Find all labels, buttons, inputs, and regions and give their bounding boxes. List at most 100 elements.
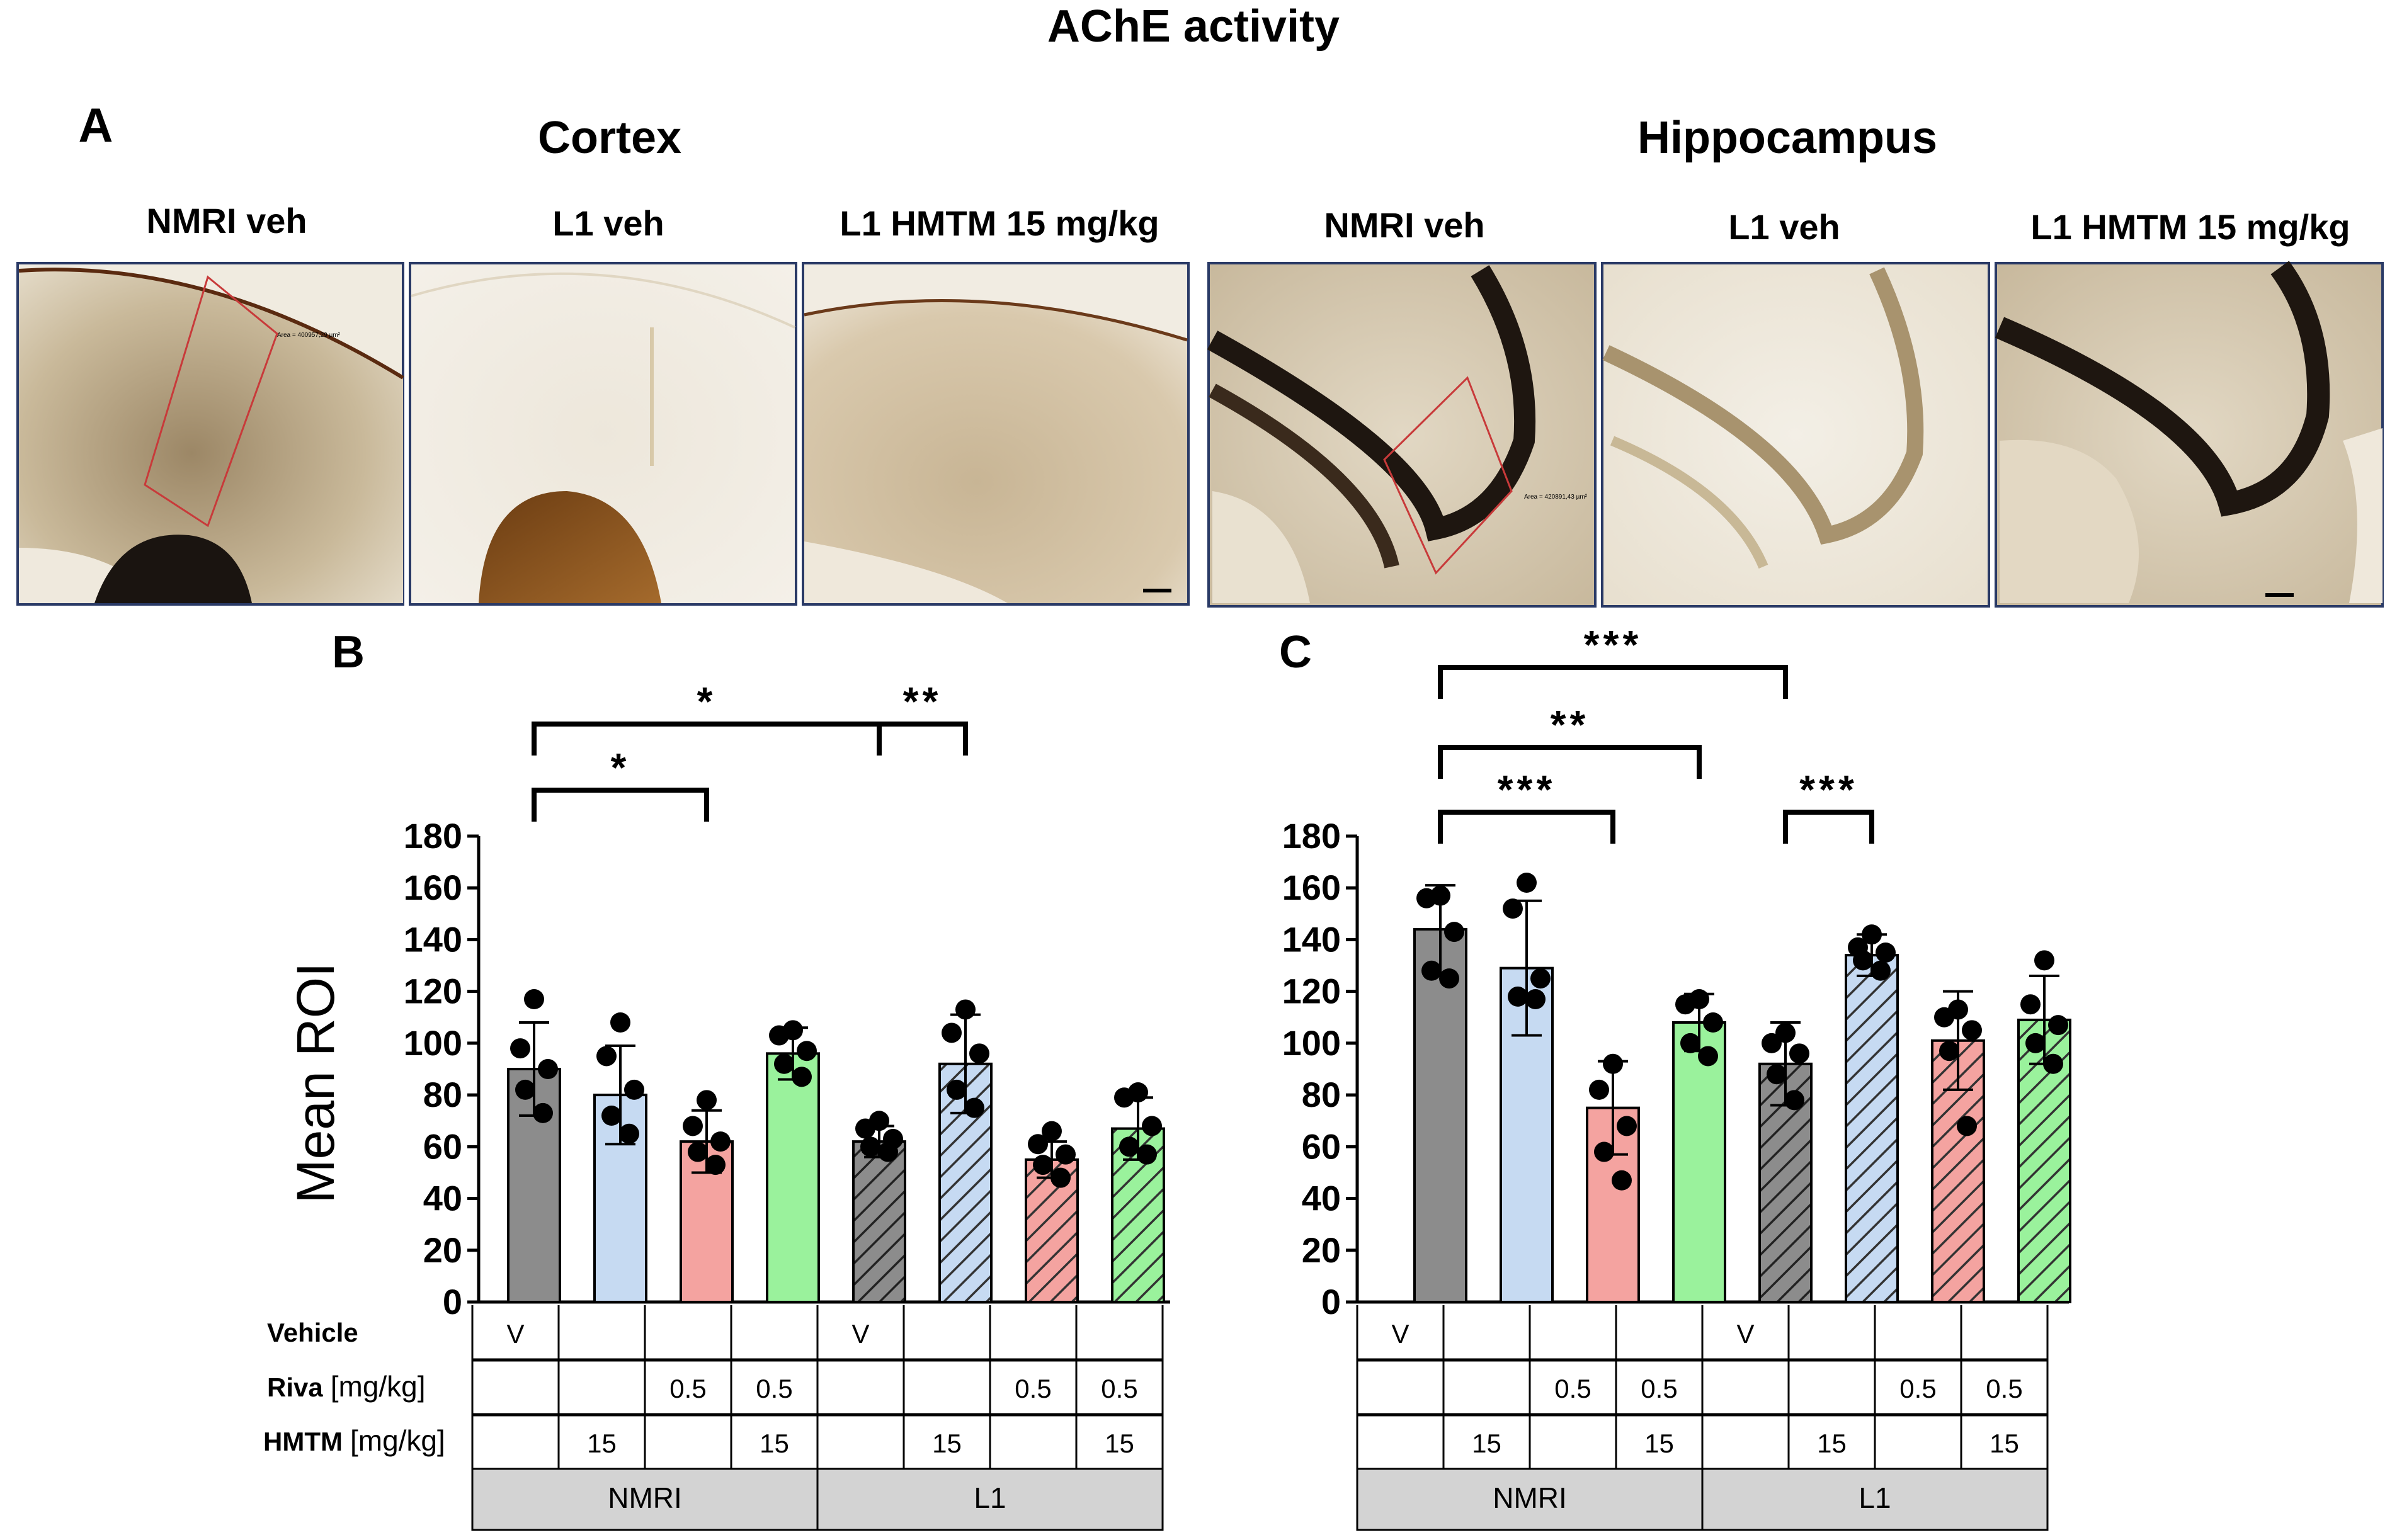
data-point: [1028, 1134, 1048, 1155]
data-point: [1612, 1170, 1632, 1191]
bar: [1025, 1158, 1079, 1304]
bar: [1845, 954, 1899, 1303]
data-point: [1876, 943, 1896, 963]
data-point: [1416, 888, 1437, 909]
bar: [1413, 928, 1467, 1303]
table-cell: 0.5: [1899, 1374, 1936, 1403]
significance-bracket: **: [877, 679, 968, 756]
bar: [1672, 1021, 1726, 1303]
data-point: [1962, 1020, 1982, 1041]
micrograph-cortex-l1-veh: [409, 262, 797, 606]
table-cell: 0.5: [1015, 1374, 1051, 1403]
y-tick-label: 60: [1302, 1126, 1341, 1166]
y-tick-label: 140: [1282, 919, 1341, 959]
data-point: [774, 1053, 794, 1074]
significance-label: *: [697, 679, 717, 724]
micrograph-cortex-nmri-veh: Area = 400957,29 µm²: [16, 262, 404, 606]
data-point: [1589, 1079, 1609, 1100]
svg-text:Area = 420891,43 µm²: Area = 420891,43 µm²: [1524, 494, 1588, 501]
data-point: [1114, 1087, 1134, 1108]
data-point: [1957, 1116, 1977, 1136]
data-point: [2020, 994, 2041, 1015]
strain-label: L1: [974, 1481, 1006, 1514]
significance-bracket: ***: [1438, 767, 1615, 844]
data-point: [1444, 922, 1464, 943]
row-label-vehicle: Vehicle: [267, 1318, 358, 1347]
data-point: [855, 1118, 875, 1139]
data-point: [710, 1131, 731, 1152]
data-point: [792, 1067, 812, 1087]
data-point: [697, 1090, 717, 1111]
table-cell: V: [1736, 1319, 1754, 1349]
significance-bracket: *: [532, 745, 709, 822]
image-label-cortex-l1-hmtm: L1 HMTM 15 mg/kg: [840, 203, 1159, 243]
table-cell: 15: [1472, 1429, 1501, 1458]
y-tick-label: 180: [404, 816, 462, 856]
data-point: [1775, 1022, 1796, 1043]
y-tick-label: 120: [1282, 971, 1341, 1011]
data-point: [1870, 960, 1891, 981]
data-point: [1703, 1012, 1723, 1033]
data-point: [964, 1097, 984, 1118]
y-tick-label: 0: [443, 1282, 462, 1322]
significance-bracket: ***: [1783, 767, 1874, 844]
data-point: [1119, 1136, 1139, 1157]
table-cell: 0.5: [1554, 1374, 1591, 1403]
y-axis-title: Mean ROI: [286, 963, 345, 1204]
data-point: [619, 1123, 639, 1144]
significance-bracket: *: [532, 679, 882, 756]
table-cell: 15: [1817, 1429, 1847, 1458]
data-point: [1680, 1033, 1700, 1053]
y-tick-label: 140: [404, 919, 462, 959]
data-point: [878, 1141, 898, 1162]
region-cortex-title: Cortex: [538, 113, 681, 163]
significance-bracket: ***: [1438, 622, 1788, 699]
data-point: [601, 1106, 622, 1126]
data-point: [1603, 1053, 1623, 1074]
table-cell: V: [506, 1319, 524, 1349]
significance-label: ***: [1584, 622, 1643, 667]
y-tick-label: 40: [423, 1179, 462, 1218]
data-point: [1939, 1041, 1959, 1062]
bar: [766, 1052, 820, 1304]
data-point: [1934, 1007, 1954, 1028]
significance-label: ***: [1799, 767, 1858, 812]
condition-table-cortex: NMRI L1 V V 0.5 0.5 0.5 0.5 15 15 15 15: [471, 1305, 1164, 1531]
table-row-labels: Vehicle Riva [mg/kg] HMTM [mg/kg]: [263, 1318, 445, 1457]
panel-a-label: A: [79, 99, 113, 152]
error-bar: [605, 1045, 635, 1146]
panel-b-label: B: [332, 627, 365, 677]
data-point: [2043, 1053, 2063, 1074]
image-label-hippo-nmri-veh: NMRI veh: [1324, 205, 1484, 245]
data-point: [596, 1046, 617, 1067]
data-point: [1142, 1116, 1162, 1136]
data-point: [624, 1079, 644, 1100]
table-cell: 0.5: [1641, 1374, 1677, 1403]
data-point: [705, 1155, 726, 1175]
data-point: [1042, 1121, 1062, 1141]
data-point: [2025, 1033, 2046, 1053]
data-point: [1853, 950, 1873, 971]
y-tick-label: 80: [1302, 1075, 1341, 1114]
data-point: [2048, 1015, 2068, 1036]
y-tick-label: 60: [423, 1126, 462, 1166]
image-label-cortex-l1-veh: L1 veh: [552, 203, 664, 243]
table-cell: V: [851, 1319, 869, 1349]
y-tick-label: 120: [404, 971, 462, 1011]
y-tick-label: 100: [404, 1023, 462, 1063]
significance-label: **: [1551, 702, 1590, 747]
image-label-hippo-l1-veh: L1 veh: [1728, 207, 1840, 247]
y-tick-label: 20: [423, 1230, 462, 1270]
table-cell: V: [1391, 1319, 1409, 1349]
micrograph-hippo-l1-hmtm: [1995, 261, 2384, 608]
table-cell: 0.5: [756, 1374, 792, 1403]
y-tick-label: 20: [1302, 1230, 1341, 1270]
data-point: [1784, 1090, 1804, 1111]
table-cell: 15: [1105, 1429, 1134, 1458]
data-point: [1525, 989, 1546, 1009]
data-point: [688, 1141, 708, 1162]
figure-title: AChE activity: [1047, 1, 1340, 52]
table-cell: 15: [932, 1429, 962, 1458]
data-point: [610, 1012, 630, 1033]
